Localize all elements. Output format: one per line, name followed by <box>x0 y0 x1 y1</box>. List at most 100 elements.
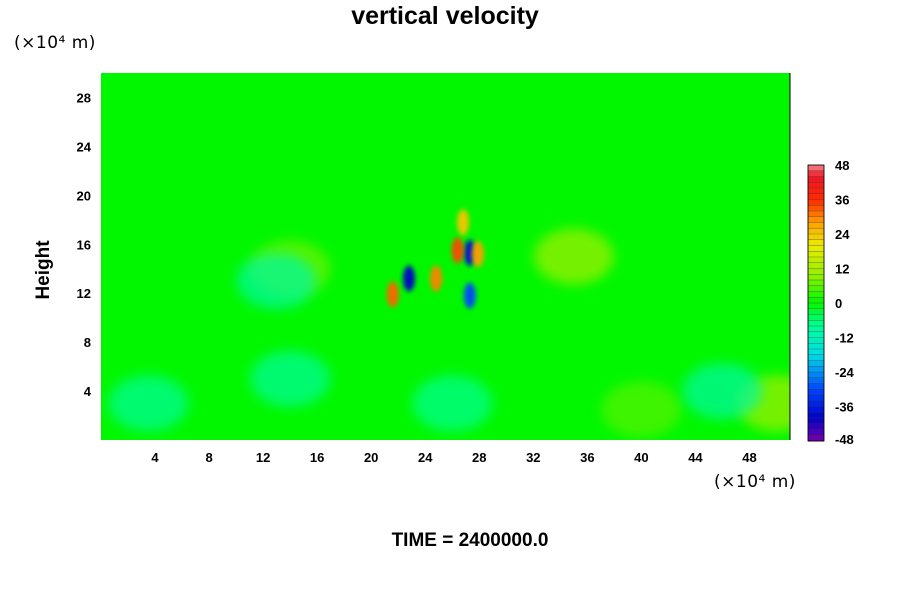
y-tick-label: 20 <box>77 188 91 203</box>
colorbar-segment <box>807 279 825 287</box>
velocity-feature <box>463 282 476 309</box>
colorbar-segment <box>807 406 825 413</box>
colorbar-frame <box>807 164 825 442</box>
colorbar-tick-label: -48 <box>835 432 854 447</box>
colorbar-segment <box>807 360 825 367</box>
colorbar-segment <box>807 164 825 172</box>
colorbar-segment <box>807 314 825 321</box>
colorbar-segment <box>807 262 825 269</box>
colorbar-segment <box>807 412 825 419</box>
velocity-feature <box>108 375 189 432</box>
time-label: TIME = 2400000.0 <box>391 530 549 551</box>
colorbar-segment <box>807 291 825 298</box>
velocity-feature <box>403 265 416 292</box>
x-tick-label: 20 <box>364 450 378 465</box>
y-tick-label: 28 <box>77 90 91 105</box>
colorbar-ticks: 48 36 24 12 0 -12 -24 -36 -48 <box>835 158 855 447</box>
colorbar-segment <box>807 331 825 338</box>
velocity-field <box>108 209 790 438</box>
colorbar <box>807 164 825 442</box>
colorbar-segment <box>807 337 825 344</box>
colorbar-segment <box>807 325 825 333</box>
colorbar-segment <box>807 354 825 361</box>
y-axis-unit: (×10⁴ m) <box>14 33 96 53</box>
colorbar-tick-label: -24 <box>835 365 855 380</box>
colorbar-segment <box>807 377 825 384</box>
colorbar-tick-label: 48 <box>835 158 849 173</box>
colorbar-segment <box>807 343 825 350</box>
colorbar-segment <box>807 366 825 373</box>
colorbar-tick-label: 0 <box>835 296 842 311</box>
colorbar-segment <box>807 193 825 200</box>
x-axis-unit: (×10⁴ m) <box>714 472 796 492</box>
velocity-feature <box>250 350 331 407</box>
x-tick-label: 36 <box>580 450 594 465</box>
colorbar-segment <box>807 187 825 195</box>
colorbar-segment <box>807 239 825 246</box>
velocity-feature <box>451 237 464 264</box>
colorbar-segment <box>807 182 825 189</box>
colorbar-tick-label: 12 <box>835 262 849 277</box>
colorbar-tick-label: 36 <box>835 193 849 208</box>
x-tick-label: 4 <box>151 450 159 465</box>
colorbar-tick-label: -36 <box>835 400 854 415</box>
colorbar-segment <box>807 256 825 264</box>
velocity-feature <box>682 363 763 420</box>
colorbar-segment <box>807 308 825 315</box>
colorbar-segment <box>807 302 825 310</box>
colorbar-segment <box>807 429 825 436</box>
colorbar-segment <box>807 205 825 212</box>
velocity-feature <box>471 241 484 268</box>
colorbar-segment <box>807 233 825 241</box>
colorbar-segment <box>807 222 825 229</box>
colorbar-segment <box>807 394 825 402</box>
colorbar-segment <box>807 389 825 396</box>
y-tick-label: 12 <box>77 286 91 301</box>
colorbar-segment <box>807 371 825 379</box>
x-tick-label: 16 <box>310 450 324 465</box>
colorbar-segment <box>807 423 825 430</box>
velocity-feature <box>601 381 682 438</box>
velocity-feature <box>412 375 493 432</box>
colorbar-segment <box>807 297 825 304</box>
x-tick-label: 32 <box>526 450 540 465</box>
x-tick-label: 12 <box>256 450 270 465</box>
x-tick-label: 24 <box>418 450 433 465</box>
colorbar-segment <box>807 210 825 218</box>
colorbar-segment <box>807 199 825 206</box>
colorbar-segment <box>807 383 825 390</box>
chart-title: vertical velocity <box>351 2 539 30</box>
colorbar-segment <box>807 251 825 258</box>
velocity-feature <box>457 209 470 236</box>
velocity-feature <box>533 228 614 285</box>
y-tick-label: 24 <box>77 139 92 154</box>
colorbar-segment <box>807 245 825 252</box>
velocity-feature <box>386 281 399 308</box>
x-tick-label: 8 <box>205 450 212 465</box>
colorbar-segment <box>807 170 825 177</box>
colorbar-segment <box>807 348 825 356</box>
colorbar-segment <box>807 274 825 281</box>
x-tick-label: 48 <box>742 450 756 465</box>
colorbar-segment <box>807 216 825 223</box>
colorbar-segment <box>807 417 825 425</box>
colorbar-tick-label: 24 <box>835 227 850 242</box>
colorbar-segment <box>807 228 825 235</box>
y-axis-ticks: 4 8 12 16 20 24 28 <box>77 90 92 399</box>
x-axis-ticks: 4 8 12 16 20 24 28 32 36 40 44 48 <box>151 450 756 465</box>
colorbar-segment <box>807 176 825 183</box>
colorbar-segment <box>807 268 825 275</box>
velocity-feature <box>236 252 317 309</box>
colorbar-segment <box>807 285 825 292</box>
y-tick-label: 4 <box>84 384 92 399</box>
y-tick-label: 8 <box>84 335 91 350</box>
colorbar-segment <box>807 320 825 327</box>
colorbar-segment <box>807 400 825 407</box>
colorbar-tick-label: -12 <box>835 331 854 346</box>
x-tick-label: 28 <box>472 450 486 465</box>
y-tick-label: 16 <box>77 237 91 252</box>
colorbar-segment <box>807 435 825 442</box>
x-tick-label: 40 <box>634 450 648 465</box>
velocity-feature <box>430 265 443 292</box>
